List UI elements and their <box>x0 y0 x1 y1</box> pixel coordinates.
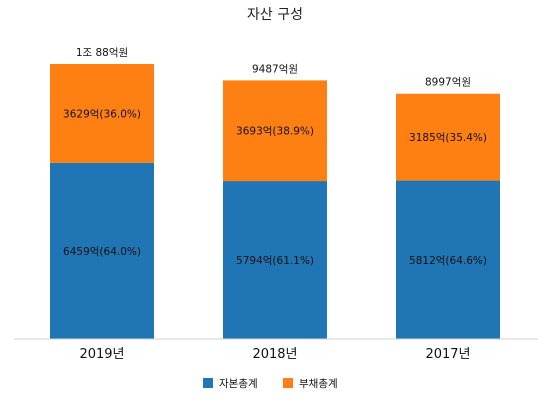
total-label-0: 1조 88억원 <box>76 47 128 59</box>
legend-label-equity: 자본총계 <box>219 378 258 390</box>
legend: 자본총계 부채총계 <box>203 378 338 390</box>
legend-label-liability: 부채총계 <box>299 378 338 390</box>
x-tick-label-0: 2019년 <box>79 347 124 362</box>
bar-segment-equity-0 <box>50 162 154 339</box>
segment-label-equity-0: 6459억(64.0%) <box>63 246 141 258</box>
chart-title: 자산 구성 <box>247 7 303 23</box>
segment-label-liability-1: 3693억(38.9%) <box>236 126 314 138</box>
segment-label-equity-2: 5812억(64.6%) <box>409 255 487 267</box>
bar-segment-liability-0 <box>50 64 154 163</box>
x-axis-ticks: 2019년 2018년 2017년 <box>79 347 470 362</box>
total-label-2: 8997억원 <box>425 77 471 89</box>
bar-segment-liability-1 <box>223 80 327 182</box>
legend-swatch-equity <box>203 378 213 388</box>
bar-segment-liability-2 <box>396 93 500 181</box>
labels-layer: 6459억(64.0%) 3629억(36.0%) 1조 88억원 5794억(61.… <box>63 47 487 267</box>
x-tick-label-1: 2018년 <box>252 347 297 362</box>
legend-swatch-liability <box>283 378 293 388</box>
segment-label-equity-1: 5794억(61.1%) <box>236 255 314 267</box>
segment-label-liability-0: 3629억(36.0%) <box>63 108 141 120</box>
bars-layer <box>50 64 500 339</box>
bar-segment-equity-2 <box>396 180 500 339</box>
bar-segment-equity-1 <box>223 181 327 339</box>
total-label-1: 9487억원 <box>252 63 298 75</box>
segment-label-liability-2: 3185억(35.4%) <box>409 132 487 144</box>
x-tick-label-2: 2017년 <box>425 347 470 362</box>
